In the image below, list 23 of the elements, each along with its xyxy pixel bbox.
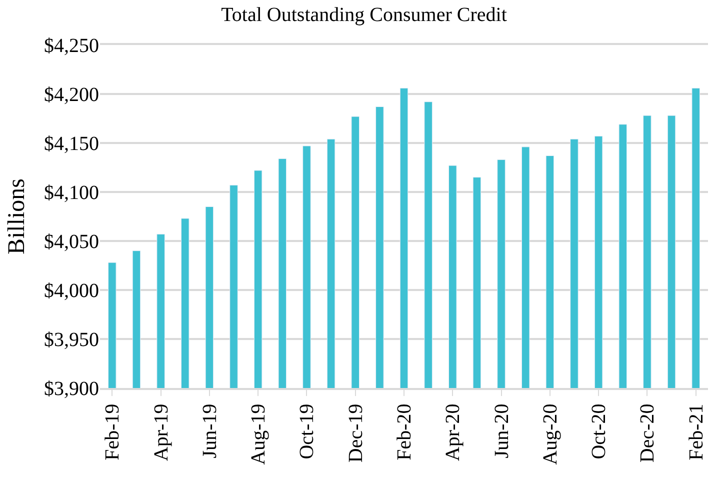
y-tick-label: $4,250 [44,35,99,57]
x-tick-label: Feb-19 [102,404,124,460]
x-tick-label: Dec-20 [636,404,659,463]
x-tick-label: Jun-19 [198,404,221,458]
y-tick-label: $4,100 [44,182,99,204]
chart-title: Total Outstanding Consumer Credit [221,4,508,26]
y-tick-label: $4,050 [44,231,99,253]
y-tick-label: $4,150 [44,133,99,155]
y-axis-title: Billions [4,178,30,255]
x-tick-label: Aug-19 [248,404,270,465]
x-tick-label: Dec-19 [344,404,367,463]
x-tick-label: Feb-21 [685,404,708,460]
y-tick-label: $3,950 [44,329,99,351]
x-tick-label: Oct-19 [296,404,318,460]
x-tick-label: Jun-20 [490,404,513,458]
y-tick-label: $4,200 [44,84,99,106]
y-tick-label: $3,900 [44,378,99,400]
y-tick-label: $4,000 [44,280,99,302]
x-tick-label: Apr-19 [150,404,172,462]
x-tick-label: Feb-20 [394,404,416,460]
x-tick-label: Aug-20 [539,404,562,465]
x-tick-label: Oct-20 [588,404,610,460]
x-tick-label: Apr-20 [442,404,464,462]
